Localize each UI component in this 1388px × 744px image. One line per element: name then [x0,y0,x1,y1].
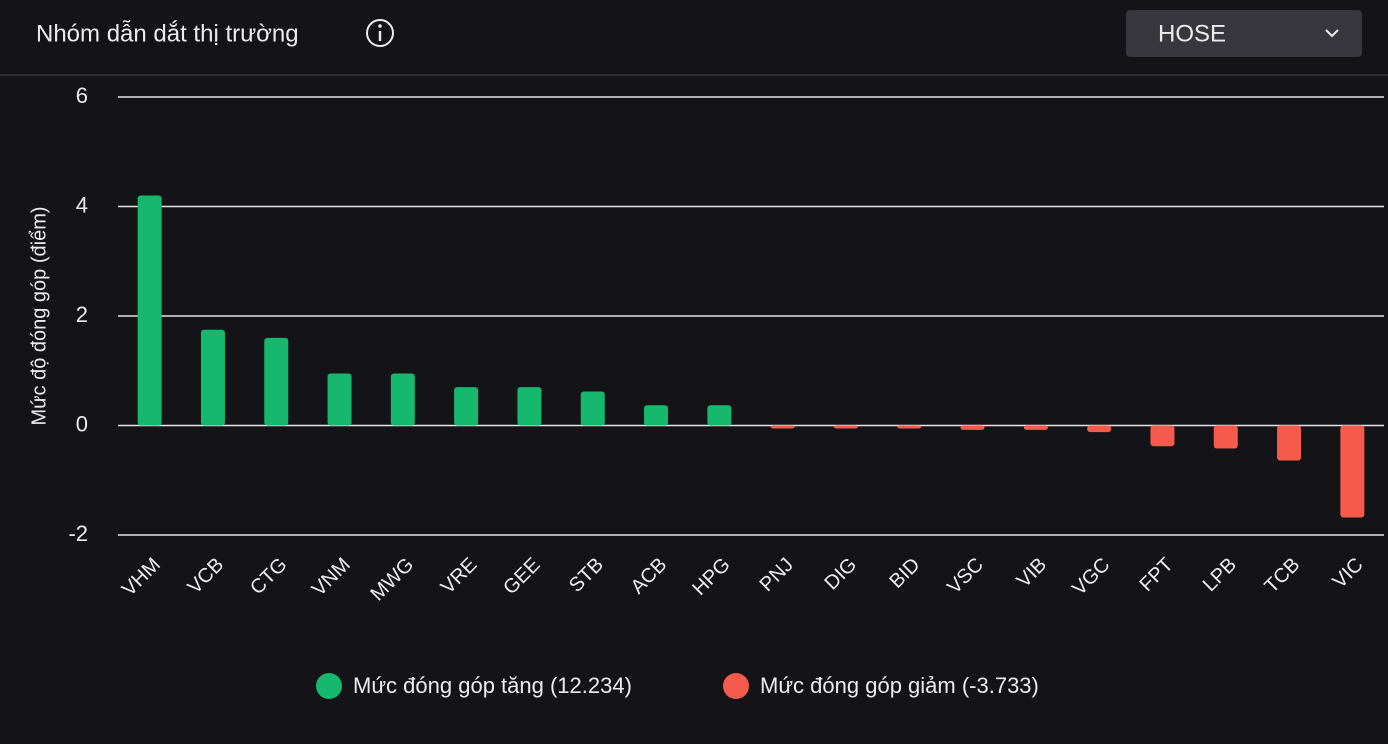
dropdown-value: HOSE [1158,20,1226,47]
bar [1087,425,1112,433]
x-tick-label: TCB [1260,554,1304,598]
bar [327,373,352,426]
legend-label: Mức đóng góp giảm (-3.733) [760,673,1039,698]
bar [390,373,415,426]
x-tick-label: PNJ [756,554,798,596]
bar [770,425,795,429]
x-tick-label: GEE [499,554,544,599]
bar [1340,425,1365,518]
x-tick-label: HPG [688,554,734,600]
y-tick-label: 4 [76,192,88,217]
x-tick-label: BID [885,554,924,593]
x-tick-label: ACB [627,554,672,599]
x-tick-label: DIG [821,554,862,595]
y-tick-label: 0 [76,411,88,436]
bar [137,195,162,426]
x-tick-label: VIB [1013,554,1051,592]
x-tick-label: FPT [1135,554,1177,596]
legend-label: Mức đóng góp tăng (12.234) [353,673,632,698]
y-tick-label: -2 [68,521,88,546]
bar [1023,425,1048,430]
bar [960,425,985,430]
x-tick-label: STB [565,554,608,597]
bar [200,329,225,426]
y-axis-label: Mức độ đóng góp (điểm) [28,206,50,425]
x-tick-label: LPB [1199,554,1241,596]
x-tick-label: VNM [308,554,355,601]
x-tick-label: VSC [943,554,988,599]
bar [1213,425,1238,449]
bar [454,387,479,426]
x-tick-label: VRE [437,554,482,599]
x-tick-label: VHM [118,554,165,601]
bar [897,425,922,429]
legend-swatch [723,673,749,699]
legend-swatch [316,673,342,699]
x-tick-label: VIC [1328,554,1367,593]
x-tick-label: VGC [1068,554,1114,600]
widget-title: Nhóm dẫn dắt thị trường [36,20,299,47]
bar [1150,425,1175,447]
exchange-dropdown[interactable]: HOSE [1126,10,1362,57]
x-tick-label: VCB [184,554,229,599]
bar [833,425,858,429]
info-icon[interactable] [366,19,394,47]
x-tick-label: MWG [366,554,418,606]
x-tick-label: CTG [246,554,291,599]
bar [517,387,542,426]
bar [580,391,605,426]
bar [1277,425,1302,461]
bar [707,405,732,426]
y-tick-label: 6 [76,83,88,108]
bar [644,405,669,426]
y-tick-label: 2 [76,302,88,327]
bar [264,337,289,426]
